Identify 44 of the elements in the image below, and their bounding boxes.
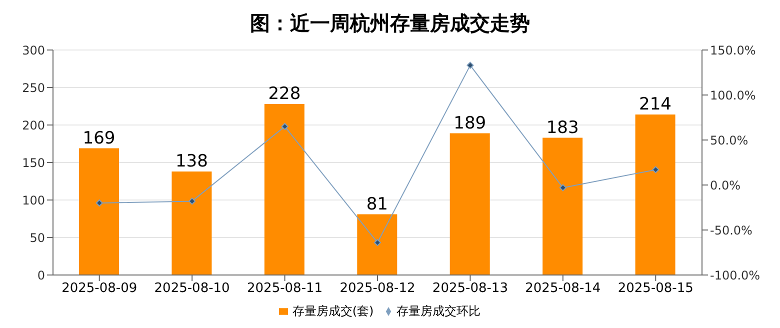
chart-title: 图：近一周杭州存量房成交走势	[249, 10, 531, 37]
x-tick-label: 2025-08-12	[340, 281, 416, 296]
y2-tick-label: -100.0%	[710, 268, 760, 282]
bar	[357, 214, 398, 275]
bar	[542, 138, 583, 275]
y-tick-label: 200	[22, 118, 45, 132]
y-tick-label: 150	[22, 156, 45, 170]
y2-tick-label: 150.0%	[710, 43, 756, 58]
y-tick-label: 0	[37, 268, 45, 282]
bar	[635, 114, 676, 275]
x-tick-label: 2025-08-11	[247, 281, 323, 296]
y-tick-label: 100	[22, 193, 45, 208]
bar	[172, 172, 212, 275]
data-label: 138	[175, 152, 208, 172]
point	[374, 239, 381, 246]
y2-tick-label: 0.0%	[710, 178, 740, 192]
data-label: 81	[366, 194, 388, 214]
x-tick-label: 2025-08-13	[432, 281, 508, 296]
x-tick-label: 2025-08-14	[525, 281, 601, 296]
data-label: 228	[268, 84, 301, 104]
point	[466, 62, 474, 69]
y2-tick-label: -50.0%	[710, 223, 752, 238]
y-tick-label: 250	[22, 80, 45, 95]
x-tick-label: 2025-08-09	[62, 281, 138, 296]
x-tick-label: 2025-08-15	[618, 281, 694, 296]
x-tick-label: 2025-08-10	[154, 281, 230, 296]
point	[652, 166, 660, 174]
bar	[79, 148, 119, 275]
y2-tick-label: 50.0%	[710, 133, 748, 148]
y2-tick-label: 100.0%	[710, 88, 756, 102]
point	[281, 123, 288, 130]
legend-label: 存量房成交环比	[396, 304, 481, 318]
data-label: 183	[546, 118, 579, 138]
data-label: 189	[454, 113, 486, 134]
legend-label: 存量房成交(套)	[292, 304, 374, 318]
y-tick-label: 300	[22, 43, 45, 58]
y-tick-label: 50	[30, 230, 45, 245]
bar	[450, 133, 490, 275]
data-label: 169	[82, 128, 116, 148]
bar	[264, 104, 304, 275]
point	[96, 200, 103, 206]
data-label: 214	[639, 94, 672, 114]
point	[188, 198, 196, 205]
point	[559, 184, 566, 192]
